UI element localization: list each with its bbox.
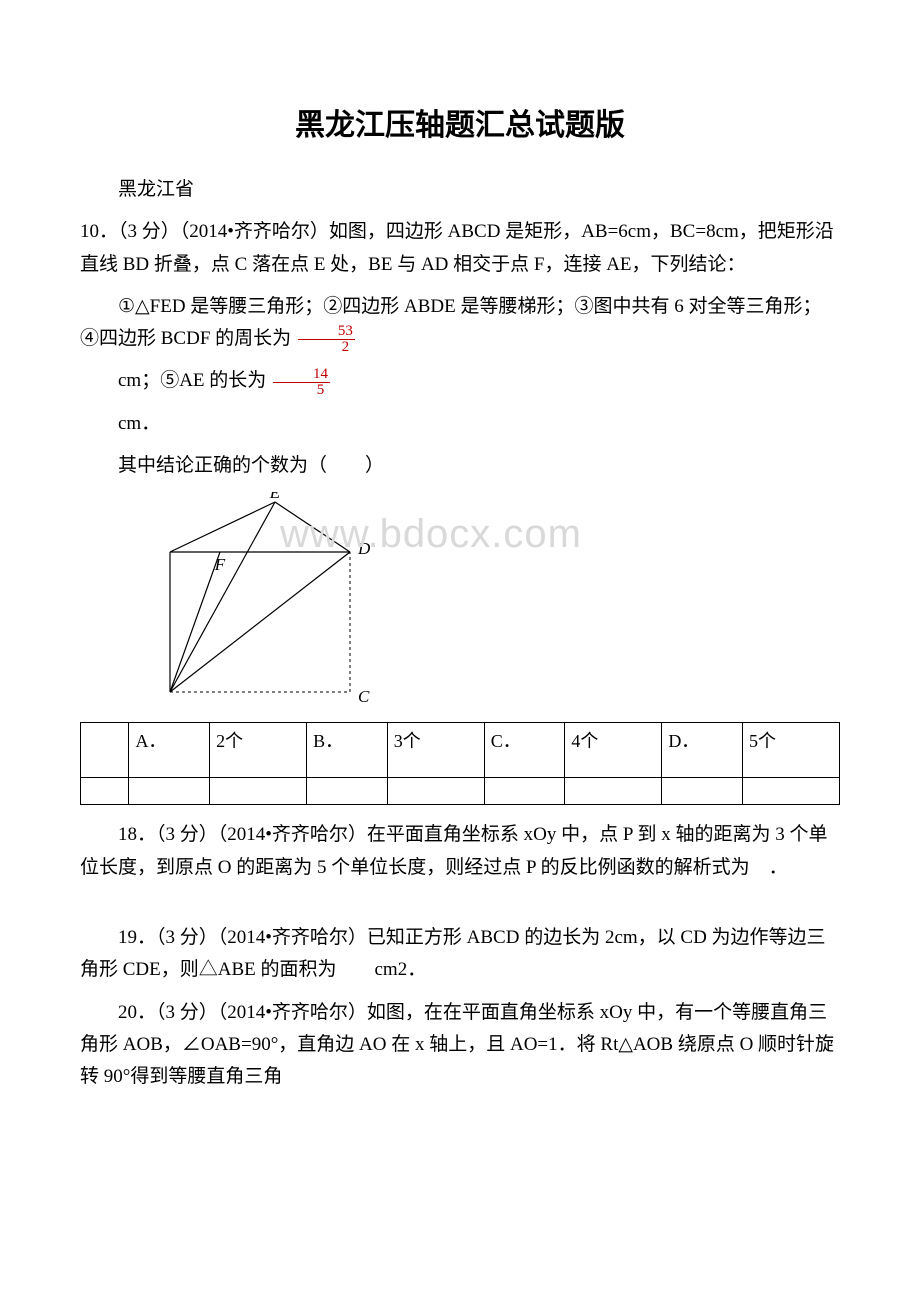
answer-cell: 3个	[387, 723, 484, 778]
geometry-figure: www.bdocx.com A B C D E F	[160, 492, 840, 722]
answer-cell: B．	[307, 723, 388, 778]
fraction-14-5: 14 5	[273, 367, 330, 398]
label-F: F	[214, 555, 226, 574]
answer-cell-empty	[129, 778, 210, 805]
label-C: C	[358, 687, 370, 706]
answer-cell-empty	[81, 778, 129, 805]
q18-text: 18．（3 分）（2014•齐齐哈尔）在平面直角坐标系 xOy 中，点 P 到 …	[80, 819, 840, 884]
table-row: A． 2个 B． 3个 C． 4个 D． 5个	[81, 723, 840, 778]
q10-line3-text: cm；⑤AE 的长为	[118, 370, 266, 391]
answer-cell-empty	[307, 778, 388, 805]
q10-line4: cm．	[80, 408, 840, 440]
answer-cell-empty	[484, 778, 565, 805]
province-line: 黑龙江省	[80, 174, 840, 206]
answer-cell-empty	[662, 778, 743, 805]
q19-text: 19．（3 分）（2014•齐齐哈尔）已知正方形 ABCD 的边长为 2cm，以…	[80, 922, 840, 987]
q10-line3: cm；⑤AE 的长为 14 5	[80, 365, 840, 397]
answer-cell	[81, 723, 129, 778]
spacer	[80, 894, 840, 912]
page: 黑龙江压轴题汇总试题版 黑龙江省 10．（3 分）（2014•齐齐哈尔）如图，四…	[0, 0, 920, 1302]
answer-cell-empty	[565, 778, 662, 805]
answer-cell-empty	[387, 778, 484, 805]
answer-cell: A．	[129, 723, 210, 778]
fraction-53-2: 53 2	[298, 324, 355, 355]
fraction-num: 53	[298, 324, 355, 340]
fraction-den: 2	[298, 340, 355, 355]
q20-text: 20．（3 分）（2014•齐齐哈尔）如图，在在平面直角坐标系 xOy 中，有一…	[80, 997, 840, 1094]
answer-cell-empty	[210, 778, 307, 805]
q10-line2: ①△FED 是等腰三角形；②四边形 ABDE 是等腰梯形；③图中共有 6 对全等…	[80, 291, 840, 356]
fraction-den: 5	[273, 383, 330, 398]
answer-cell: D．	[662, 723, 743, 778]
q10-line5: 其中结论正确的个数为（ ）	[80, 450, 840, 482]
q10-line1: 10．（3 分）（2014•齐齐哈尔）如图，四边形 ABCD 是矩形，AB=6c…	[80, 216, 840, 281]
label-E: E	[269, 492, 281, 502]
label-D: D	[357, 539, 371, 558]
answer-cell-empty	[743, 778, 840, 805]
answer-cell: 4个	[565, 723, 662, 778]
q10-line2-text: ①△FED 是等腰三角形；②四边形 ABDE 是等腰梯形；③图中共有 6 对全等…	[80, 296, 822, 349]
answer-cell: 5个	[743, 723, 840, 778]
answer-table: A． 2个 B． 3个 C． 4个 D． 5个	[80, 722, 840, 805]
answer-cell: C．	[484, 723, 565, 778]
label-B: B	[160, 687, 161, 706]
page-title: 黑龙江压轴题汇总试题版	[80, 100, 840, 144]
label-A: A	[160, 539, 161, 558]
fraction-num: 14	[273, 367, 330, 383]
table-row	[81, 778, 840, 805]
figure-svg: A B C D E F	[160, 492, 420, 712]
answer-cell: 2个	[210, 723, 307, 778]
